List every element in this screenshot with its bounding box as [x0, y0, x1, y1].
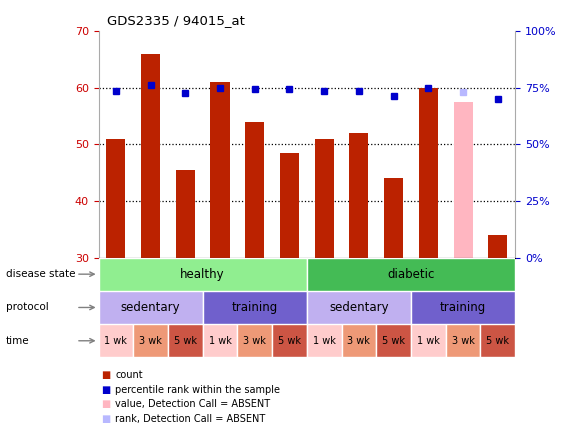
Text: ■: ■ — [101, 400, 110, 409]
Bar — [99, 291, 203, 324]
Bar — [272, 324, 307, 357]
Text: sedentary: sedentary — [329, 301, 388, 314]
Text: 3 wk: 3 wk — [139, 336, 162, 346]
Bar — [168, 324, 203, 357]
Bar — [238, 324, 272, 357]
Bar — [99, 324, 133, 357]
Bar — [245, 122, 264, 258]
Text: 5 wk: 5 wk — [382, 336, 405, 346]
Bar — [411, 291, 515, 324]
Bar — [307, 324, 342, 357]
Text: 1 wk: 1 wk — [209, 336, 231, 346]
Text: 5 wk: 5 wk — [278, 336, 301, 346]
Text: ■: ■ — [101, 370, 110, 380]
Bar — [488, 235, 507, 258]
Text: GDS2335 / 94015_at: GDS2335 / 94015_at — [107, 14, 245, 27]
Text: 5 wk: 5 wk — [486, 336, 510, 346]
Text: ■: ■ — [101, 414, 110, 424]
Text: 1 wk: 1 wk — [417, 336, 440, 346]
Text: disease state: disease state — [6, 269, 75, 279]
Bar — [342, 324, 376, 357]
Text: ■: ■ — [101, 385, 110, 395]
Bar — [350, 133, 368, 258]
Bar — [106, 139, 126, 258]
Bar — [376, 324, 411, 357]
Text: percentile rank within the sample: percentile rank within the sample — [115, 385, 280, 395]
Text: diabetic: diabetic — [387, 268, 435, 281]
Text: 3 wk: 3 wk — [347, 336, 370, 346]
Text: sedentary: sedentary — [121, 301, 180, 314]
Text: time: time — [6, 336, 29, 346]
Bar — [203, 324, 238, 357]
Bar — [176, 170, 195, 258]
Text: value, Detection Call = ABSENT: value, Detection Call = ABSENT — [115, 400, 271, 409]
Bar — [446, 324, 480, 357]
Bar — [99, 258, 307, 291]
Text: 1 wk: 1 wk — [105, 336, 127, 346]
Text: count: count — [115, 370, 143, 380]
Bar — [141, 54, 160, 258]
Text: rank, Detection Call = ABSENT: rank, Detection Call = ABSENT — [115, 414, 266, 424]
Text: 3 wk: 3 wk — [452, 336, 475, 346]
Bar — [411, 324, 446, 357]
Bar — [384, 178, 403, 258]
Bar — [480, 324, 515, 357]
Bar — [419, 88, 438, 258]
Bar — [454, 102, 472, 258]
Bar — [211, 82, 230, 258]
Text: protocol: protocol — [6, 302, 48, 313]
Bar — [307, 258, 515, 291]
Bar — [203, 291, 307, 324]
Text: healthy: healthy — [180, 268, 225, 281]
Bar — [133, 324, 168, 357]
Bar — [280, 153, 299, 258]
Text: training: training — [231, 301, 278, 314]
Text: 1 wk: 1 wk — [313, 336, 336, 346]
Text: 3 wk: 3 wk — [243, 336, 266, 346]
Bar — [315, 139, 334, 258]
Bar — [307, 291, 411, 324]
Text: 5 wk: 5 wk — [174, 336, 197, 346]
Text: training: training — [440, 301, 486, 314]
